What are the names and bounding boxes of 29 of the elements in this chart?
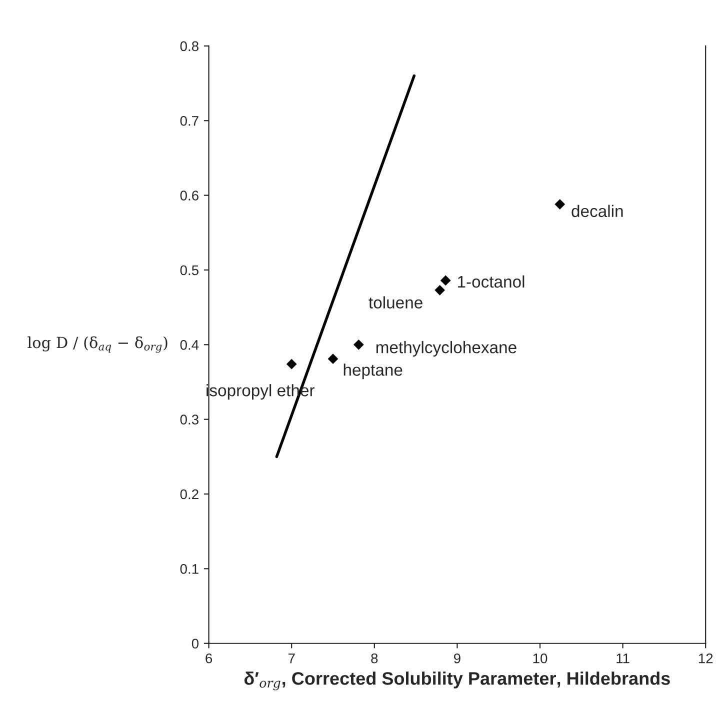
y-tick-label: 0.8	[180, 41, 198, 52]
point	[554, 199, 566, 210]
y-tick-label: 0	[192, 638, 199, 649]
x-axis-title: δ′$_{org}$, Corrected Solubility Parameter, Hildebrands	[244, 672, 670, 690]
x-tick-label: 7	[288, 654, 295, 664]
point	[328, 354, 338, 364]
x-tick-label: 10	[533, 653, 548, 664]
point	[434, 284, 446, 296]
x-tick-label: 11	[616, 654, 630, 664]
y-tick-label: 0.3	[180, 414, 198, 425]
x-tick-label: 12	[698, 653, 713, 664]
point	[353, 339, 364, 350]
point	[286, 358, 297, 370]
y-tick-label: 0.4	[180, 340, 199, 350]
point	[440, 275, 451, 286]
y-tick-label: 0.1	[180, 564, 198, 574]
annotation: heptane	[344, 364, 402, 380]
x-tick-label: 9	[454, 653, 460, 664]
y-tick-label: 0.7	[180, 116, 198, 126]
y-tick-label: 0.2	[180, 489, 198, 500]
x-tick-label: 8	[371, 653, 378, 664]
y-tick-label: 0.6	[180, 190, 198, 200]
y-tick-label: 0.5	[180, 265, 198, 276]
annotation: 1-octanol	[458, 275, 524, 288]
y-axis-title: log D / (δ$_{aq}$ − δ$_{org}$)	[28, 336, 168, 353]
annotation: toluene	[368, 296, 422, 309]
annotation: decalin	[572, 204, 623, 218]
annotation: methylcyclohexane	[376, 341, 516, 357]
x-tick-label: 6	[206, 653, 212, 664]
